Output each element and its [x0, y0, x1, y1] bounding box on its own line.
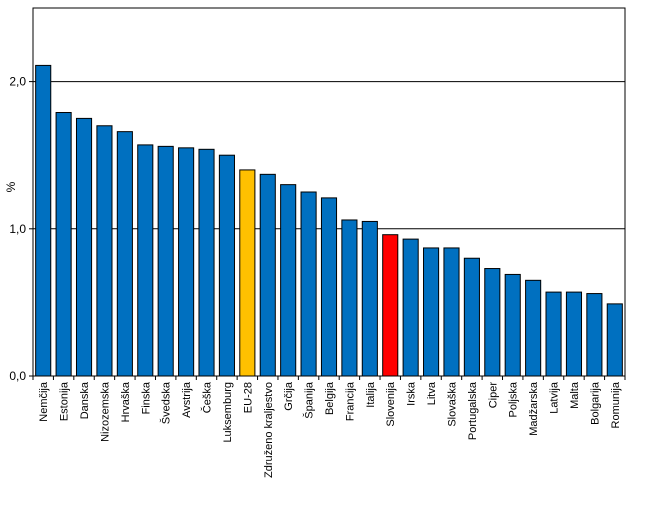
y-tick-label: 1,0 — [9, 222, 26, 236]
x-tick-label: Litva — [426, 381, 438, 405]
x-tick-label: Češka — [201, 381, 214, 413]
bar — [463, 257, 480, 377]
bar — [484, 268, 501, 377]
x-tick-label: Grčija — [283, 381, 295, 411]
x-tick-label: Nemčija — [38, 381, 50, 422]
bar — [320, 197, 338, 377]
bar — [259, 173, 276, 377]
bar — [55, 112, 72, 377]
bar — [586, 293, 603, 377]
x-tick-label: Luksemburg — [222, 382, 234, 443]
x-tick-label: Ciper — [487, 382, 499, 409]
bar — [75, 117, 93, 377]
bar — [178, 147, 195, 377]
x-tick-label: Slovaška — [446, 381, 458, 427]
x-tick-label: EU-28 — [242, 382, 254, 413]
x-tick-label: Italija — [365, 381, 377, 408]
bar — [137, 144, 154, 377]
bar — [35, 64, 52, 377]
x-tick-label: Irska — [406, 381, 418, 406]
bar — [423, 247, 440, 377]
bar — [565, 291, 583, 377]
bar — [402, 238, 419, 377]
bar — [218, 154, 235, 377]
x-tick-label: Estonija — [59, 381, 71, 421]
bars-layer — [35, 64, 623, 377]
x-tick-label: Romunija — [610, 381, 622, 428]
x-tick-label: Malta — [569, 381, 581, 409]
x-tick-label: Španija — [303, 381, 316, 419]
bar — [96, 125, 113, 377]
bar — [443, 247, 460, 377]
axes-layer: 0,0 1,0 2,0 Nemčija Estonija Danska Nizozemska… — [9, 7, 626, 478]
x-tick-label: Finska — [140, 381, 152, 414]
x-tick-label: Švedska — [160, 381, 173, 424]
x-tick-label: Latvija — [549, 381, 561, 414]
bar — [239, 169, 256, 377]
x-tick-label: Združeno kraljestvo — [263, 382, 275, 478]
bar — [341, 219, 358, 377]
y-tick-label: 0,0 — [9, 369, 26, 383]
bar — [198, 148, 215, 377]
bar — [300, 191, 317, 377]
bar — [525, 279, 542, 377]
x-tick-label: Avstrija — [181, 381, 193, 418]
bar — [382, 234, 399, 377]
y-tick-label: 2,0 — [9, 75, 26, 89]
bar — [280, 184, 297, 377]
y-axis-label: % — [4, 181, 18, 192]
bar — [361, 220, 378, 377]
x-tick-label: Nizozemska — [99, 381, 111, 442]
bar — [606, 303, 623, 377]
x-tick-label: Madžarska — [528, 381, 540, 436]
x-tick-label: Poljska — [508, 381, 520, 417]
bar — [116, 131, 133, 377]
x-tick-label: Francija — [344, 381, 356, 421]
bar — [504, 273, 521, 377]
x-tick-label: Hrvaška — [120, 381, 132, 422]
x-tick-label: Slovenija — [385, 381, 397, 427]
bar — [157, 145, 174, 377]
bar — [545, 291, 562, 377]
x-tick-label: Danska — [79, 381, 91, 419]
x-tick-label: Bolgarija — [589, 381, 601, 425]
plot-frame — [32, 7, 626, 377]
x-tick-label: Belgija — [324, 381, 336, 415]
x-tick-label: Portugalska — [467, 381, 479, 440]
